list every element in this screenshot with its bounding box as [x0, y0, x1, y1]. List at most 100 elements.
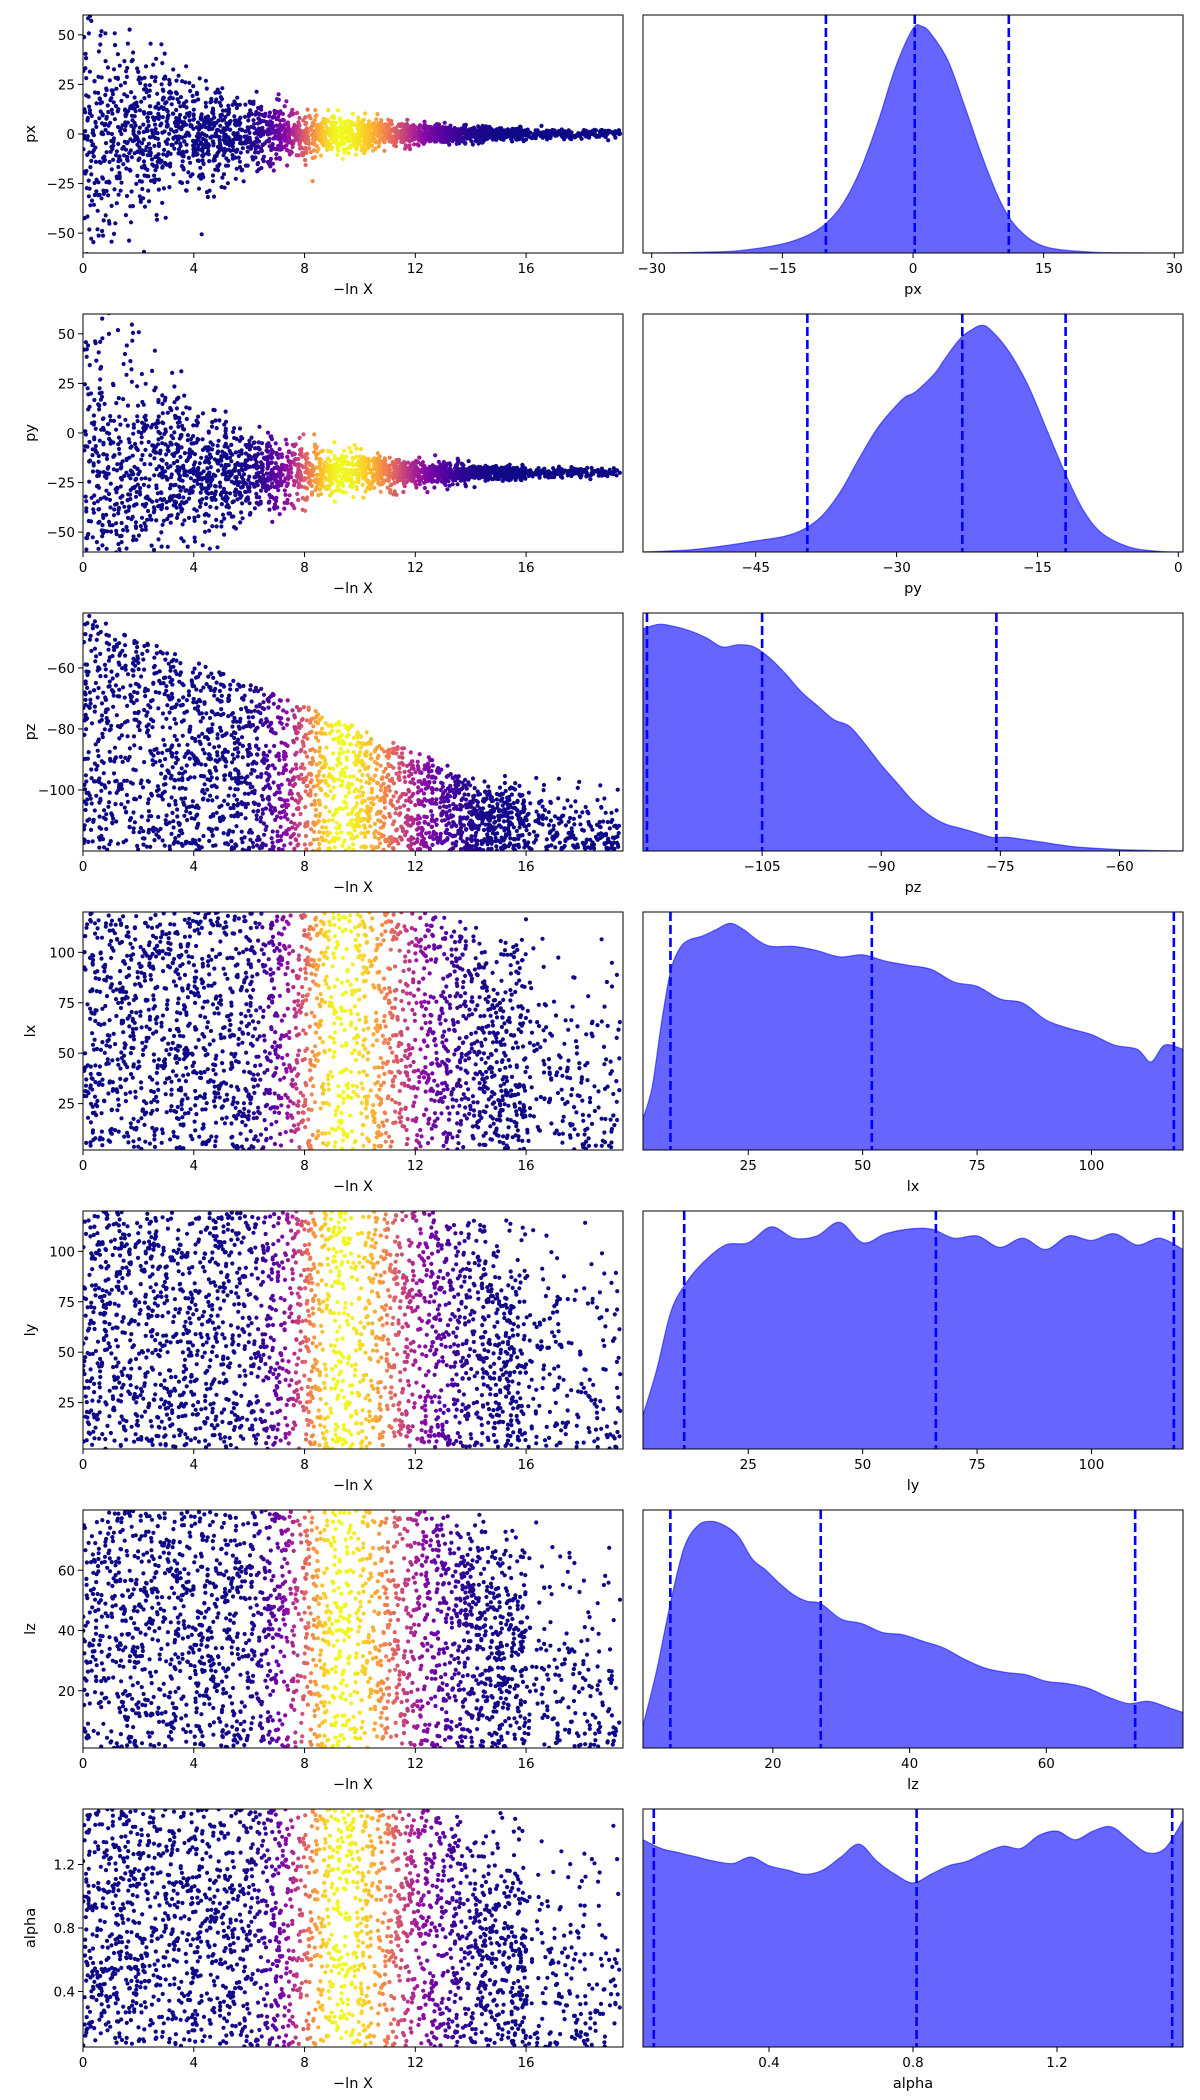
- x-tick-label: 50: [854, 1158, 871, 1174]
- x-tick-label: 4: [189, 261, 198, 277]
- y-tick-label: 75: [58, 1295, 75, 1311]
- sample-points-pz: [83, 613, 622, 851]
- posterior-density-area: [643, 624, 1183, 851]
- x-axis-label: −ln X: [333, 1478, 373, 1494]
- posterior-density-line: [643, 1221, 1183, 1416]
- x-tick-label: 12: [407, 859, 424, 875]
- axes-frame: [82, 1210, 624, 1450]
- x-tick-label: 100: [1079, 1457, 1105, 1473]
- x-tick-label: 60: [1038, 1756, 1055, 1772]
- x-tick-label: 12: [407, 1457, 424, 1473]
- x-tick-label: 30: [1166, 261, 1183, 277]
- x-tick-label: 4: [189, 2055, 198, 2071]
- y-tick-label: 25: [58, 1396, 75, 1412]
- x-tick-label: 12: [407, 1158, 424, 1174]
- x-tick-label: 16: [517, 1457, 534, 1473]
- sample-points-alpha: [83, 1809, 622, 2047]
- x-tick-label: 0: [79, 1756, 88, 1772]
- y-tick-label: −25: [47, 476, 76, 492]
- y-tick-label: 50: [58, 327, 75, 343]
- x-tick-label: 16: [517, 2055, 534, 2071]
- posterior-panel-py: −45 −30 −15 0 py: [642, 313, 1184, 597]
- y-tick-label: 40: [58, 1624, 75, 1640]
- trace-panel-alpha: 0 4 8 12 16 0.4 0.8 1.2 −ln X alpha: [23, 1808, 624, 2092]
- x-tick-label: 0: [1174, 560, 1183, 576]
- x-axis-label: −ln X: [333, 880, 373, 896]
- posterior-panel-lx: 25 50 75 100 lx: [642, 911, 1184, 1195]
- x-tick-label: −15: [768, 261, 797, 277]
- y-axis-label: ly: [23, 1323, 39, 1336]
- x-tick-label: 0: [79, 2055, 88, 2071]
- x-tick-label: 0.4: [758, 2055, 779, 2071]
- sample-points-py: [83, 314, 623, 552]
- y-tick-label: 25: [58, 376, 75, 392]
- posterior-density-line: [643, 324, 1183, 552]
- sample-points-px: [83, 15, 623, 253]
- x-tick-label: 25: [740, 1158, 757, 1174]
- posterior-panel-pz: −105 −90 −75 −60 pz: [642, 612, 1184, 896]
- trace-panel-pz: 0 4 8 12 16 −100 −80 −60 −ln X pz: [23, 612, 624, 896]
- y-tick-label: 50: [58, 1345, 75, 1361]
- y-tick-label: 20: [58, 1684, 75, 1700]
- posterior-density-line: [643, 1819, 1183, 1884]
- x-tick-label: −60: [1105, 859, 1134, 875]
- axes-frame: [82, 911, 624, 1151]
- x-tick-label: 0: [79, 560, 88, 576]
- x-axis-label: −ln X: [333, 282, 373, 298]
- posterior-density-line: [643, 1520, 1183, 1726]
- x-tick-label: 4: [189, 1158, 198, 1174]
- x-tick-label: −105: [744, 859, 781, 875]
- x-tick-label: 4: [189, 859, 198, 875]
- x-tick-label: 8: [300, 1457, 309, 1473]
- x-axis-label: pz: [905, 880, 922, 896]
- posterior-density-area: [643, 1521, 1183, 1748]
- y-axis-label: lz: [23, 1623, 39, 1635]
- x-tick-label: 0: [79, 1158, 88, 1174]
- y-tick-label: 0: [66, 127, 75, 143]
- x-tick-label: 75: [968, 1457, 985, 1473]
- x-tick-label: 0: [79, 1457, 88, 1473]
- posterior-panel-ly: 25 50 75 100 ly: [642, 1210, 1184, 1494]
- axes-frame: [642, 1509, 1184, 1749]
- x-tick-label: 4: [189, 1756, 198, 1772]
- y-tick-label: 100: [49, 945, 75, 961]
- trace-panel-ly: 0 4 8 12 16 25 50 75 100 −ln X ly: [23, 1210, 624, 1494]
- x-tick-label: 0: [909, 261, 918, 277]
- y-tick-label: 75: [58, 996, 75, 1012]
- x-tick-label: 8: [300, 1158, 309, 1174]
- x-tick-label: −75: [986, 859, 1015, 875]
- y-tick-label: 60: [58, 1563, 75, 1579]
- x-tick-label: 8: [300, 859, 309, 875]
- y-tick-label: −25: [47, 177, 76, 193]
- x-axis-label: −ln X: [333, 1179, 373, 1195]
- axes-frame: [642, 911, 1184, 1151]
- y-tick-label: 0.8: [54, 1921, 75, 1937]
- y-tick-label: 1.2: [54, 1858, 75, 1874]
- x-tick-label: 0: [79, 859, 88, 875]
- x-axis-label: −ln X: [333, 1777, 373, 1793]
- trace-panel-px: 0 4 8 12 16 −50 −25 0 25 50 −ln X px: [23, 14, 624, 298]
- x-tick-label: 100: [1079, 1158, 1105, 1174]
- y-tick-label: 25: [58, 1097, 75, 1113]
- posterior-density-line: [643, 922, 1183, 1119]
- trace-panel-lx: 0 4 8 12 16 25 50 75 100 −ln X lx: [23, 911, 624, 1195]
- x-tick-label: 16: [517, 1756, 534, 1772]
- y-tick-label: −60: [47, 661, 76, 677]
- x-tick-label: 15: [1035, 261, 1052, 277]
- x-tick-label: 8: [300, 2055, 309, 2071]
- x-axis-label: lx: [907, 1179, 920, 1195]
- posterior-density-area: [643, 325, 1183, 552]
- y-tick-label: 50: [58, 28, 75, 44]
- posterior-density-area: [643, 923, 1183, 1150]
- trace-panel-py: 0 4 8 12 16 −50 −25 0 25 50 −ln X py: [23, 313, 624, 597]
- sample-points-lx: [83, 912, 622, 1150]
- x-tick-label: 40: [901, 1756, 918, 1772]
- posterior-density-area: [643, 1222, 1183, 1449]
- posterior-density-area: [643, 24, 1183, 253]
- axes-frame: [642, 313, 1184, 553]
- posterior-panel-alpha: 0.4 0.8 1.2 alpha: [642, 1808, 1184, 2092]
- x-tick-label: 16: [517, 859, 534, 875]
- trace-panel-lz: 0 4 8 12 16 20 40 60 −ln X lz: [23, 1509, 624, 1793]
- x-tick-label: 8: [300, 1756, 309, 1772]
